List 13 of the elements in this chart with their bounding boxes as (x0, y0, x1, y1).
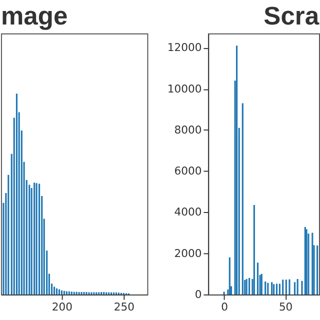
x-tick-label: 250 (114, 300, 135, 314)
x-tick-label: 50 (278, 300, 293, 314)
y-tick-label: 8000 (174, 123, 202, 136)
y-tick-label: 12000 (167, 41, 202, 54)
y-tick-label: 6000 (174, 164, 202, 178)
x-tick-label: 0 (221, 300, 228, 314)
chart-title: Scra (264, 2, 320, 31)
x-tick-label: 200 (52, 300, 73, 314)
y-tick-label: 2000 (174, 246, 202, 260)
y-tick-label: 0 (194, 288, 202, 301)
chart-title: mage (0, 2, 68, 31)
y-tick-label: 10000 (167, 82, 202, 96)
y-tick-label: 4000 (174, 206, 202, 219)
